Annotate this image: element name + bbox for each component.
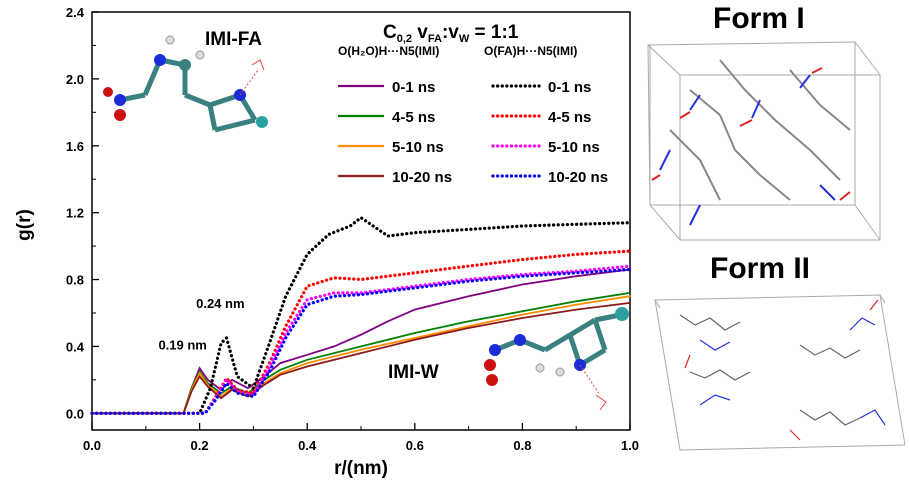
inset-label-imi-w: IMI-W (388, 362, 439, 383)
x-tick-label: 0.0 (83, 438, 101, 453)
legend-label-fa: 5-10 ns (548, 139, 600, 156)
imi-w-molecule-image (484, 307, 629, 411)
form-i-panel: Form I (647, 2, 881, 241)
chart-title: C0,2 vFA:vW = 1:1 (383, 22, 519, 45)
legend-label-water: 0-1 ns (392, 79, 435, 96)
legend-label-water: 4-5 ns (392, 109, 435, 126)
series-line-water-2 (91, 295, 631, 415)
y-tick-label: 0.0 (66, 406, 84, 421)
form-ii-title: Form II (710, 252, 810, 285)
annotation-0-19nm: 0.19 nm (158, 338, 206, 353)
legend-header-water: O(H₂O)H···N5(IMI) (338, 44, 439, 58)
y-tick-label: 1.2 (66, 206, 84, 221)
form-ii-crystal-image (654, 294, 906, 451)
legend-label-fa: 10-20 ns (548, 169, 608, 186)
y-tick-label: 0.4 (66, 339, 85, 354)
legend-label-water: 10-20 ns (392, 169, 452, 186)
y-tick-label: 2.0 (66, 72, 84, 87)
form-i-crystal-image (647, 41, 881, 241)
axes-ticks: 0.0 0.2 0.4 0.6 0.8 1.0 0.0 0.4 0.8 1.2 1.6 2.0 2.4 (66, 5, 639, 453)
legend-label-fa: 0-1 ns (548, 79, 591, 96)
y-axis-label: g(r) (14, 209, 35, 241)
plot-series (90, 215, 632, 415)
series-line-fa-6 (90, 264, 632, 415)
x-tick-label: 1.0 (621, 438, 639, 453)
series-line-water-3 (91, 302, 631, 415)
form-i-molecules-image (651, 59, 851, 226)
legend-label-fa: 4-5 ns (548, 109, 591, 126)
y-tick-label: 2.4 (66, 5, 85, 20)
inset-label-imi-fa: IMI-FA (205, 29, 262, 50)
y-tick-label: 1.6 (66, 139, 84, 154)
plot-frame (91, 11, 631, 431)
series-line-water-0 (91, 268, 631, 415)
x-tick-label: 0.8 (513, 438, 531, 453)
x-tick-label: 0.2 (191, 438, 209, 453)
imi-fa-molecule-image (103, 35, 268, 133)
x-axis-label: r/(nm) (334, 458, 388, 479)
form-i-title: Form I (713, 2, 805, 35)
y-tick-label: 0.8 (66, 273, 84, 288)
form-ii-molecules-image (679, 299, 886, 441)
legend-header-fa: O(FA)H···N5(IMI) (484, 44, 577, 58)
annotation-0-24nm: 0.24 nm (196, 296, 244, 311)
legend: O(H₂O)H···N5(IMI) O(FA)H···N5(IMI) 0-1 n… (338, 44, 608, 186)
x-tick-label: 0.6 (406, 438, 424, 453)
legend-label-water: 5-10 ns (392, 139, 444, 156)
x-tick-label: 0.4 (298, 438, 317, 453)
series-line-fa-7 (90, 267, 632, 415)
form-ii-panel: Form II (654, 252, 906, 451)
